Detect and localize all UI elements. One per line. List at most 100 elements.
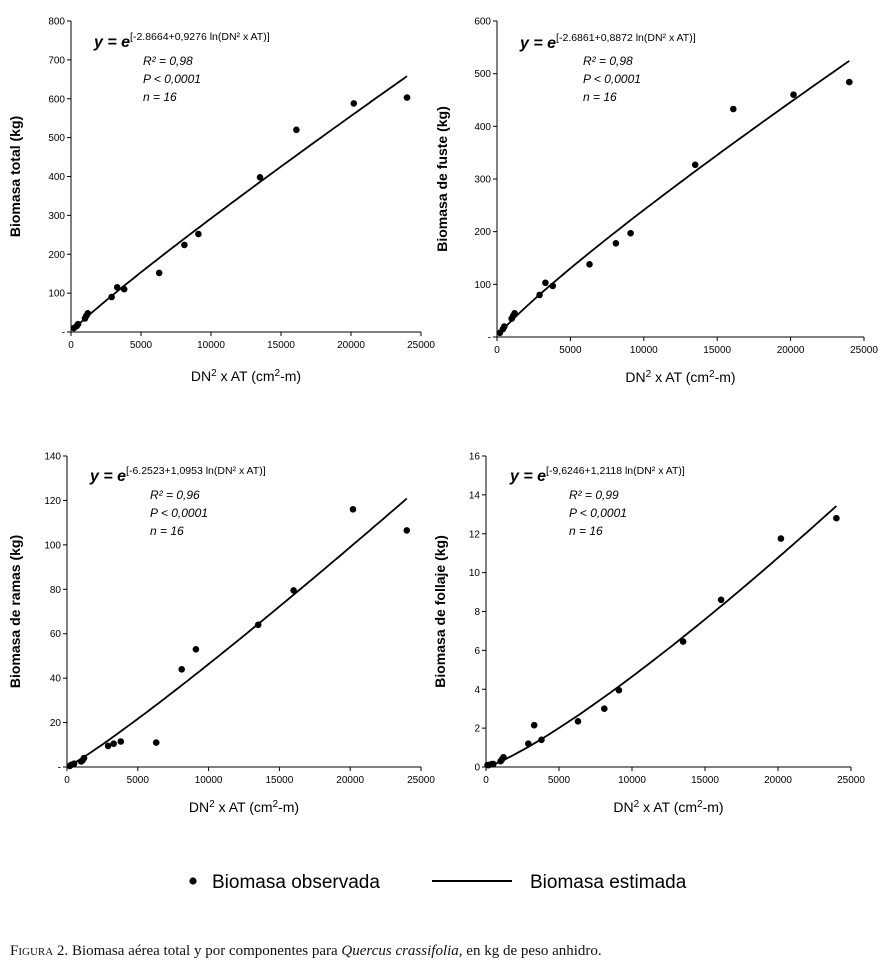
y-tick-label: 20 — [50, 718, 62, 729]
x-tick-label: 0 — [64, 775, 70, 786]
y-tick-label: 40 — [50, 674, 62, 685]
data-point — [108, 293, 115, 301]
stat-p: P < 0,0001 — [150, 506, 208, 520]
y-tick-label: 400 — [474, 122, 491, 133]
x-axis-label: DN2 x AT (cm2-m) — [189, 799, 299, 815]
x-axis-label: DN2 x AT (cm2-m) — [613, 799, 723, 815]
caption-species: Quercus crassifolia — [341, 943, 459, 959]
stat-r2: R² = 0,98 — [143, 54, 193, 68]
x-tick-label: 25000 — [407, 775, 435, 786]
x-tick-label: 20000 — [336, 775, 364, 786]
x-tick-label: 5000 — [127, 775, 150, 786]
y-tick-label: 8 — [474, 607, 480, 618]
x-tick-label: 25000 — [407, 340, 435, 351]
y-tick-label: 120 — [44, 496, 61, 507]
x-tick-label: 0 — [494, 345, 500, 356]
x-tick-label: 15000 — [691, 775, 719, 786]
data-point — [511, 310, 518, 317]
data-point — [627, 229, 634, 237]
y-tick-label: 140 — [44, 452, 61, 463]
data-point — [152, 739, 160, 746]
y-tick-label: 100 — [48, 289, 65, 300]
x-tick-label: 10000 — [195, 775, 223, 786]
x-tick-label: 10000 — [197, 340, 225, 351]
data-point — [525, 740, 532, 747]
data-point — [349, 506, 357, 513]
y-tick-label: 400 — [48, 172, 65, 183]
caption-text-before: Biomasa aérea total y por componentes pa… — [68, 943, 342, 959]
x-tick-label: 25000 — [837, 775, 865, 786]
data-point — [256, 174, 264, 181]
chart-ramas: - 20 40 60 80 100 120 140 0 5000 10000 15000 20000 25… — [7, 452, 435, 816]
y-tick-label: 10 — [469, 568, 481, 579]
y-tick-label: 600 — [474, 17, 491, 28]
chart-fuste: - 100 200 300 400 500 600 0 5000 10000 15000 20000 2… — [434, 17, 878, 386]
y-tick-label: 500 — [48, 133, 65, 144]
data-point — [84, 310, 92, 317]
y-tick-label: 0 — [474, 763, 480, 774]
y-tick-label: - — [488, 333, 491, 344]
x-tick-label: 15000 — [265, 775, 293, 786]
x-tick-label: 5000 — [130, 340, 153, 351]
y-tick-label: 16 — [469, 452, 481, 463]
fitted-curve — [67, 497, 408, 768]
y-tick-label: 500 — [474, 69, 491, 80]
data-point — [195, 230, 202, 238]
data-point — [293, 126, 300, 134]
data-point — [790, 91, 797, 98]
data-point — [192, 646, 200, 653]
x-tick-label: 0 — [68, 340, 74, 351]
data-point — [181, 241, 188, 249]
stat-r2: R² = 0,98 — [583, 54, 633, 68]
x-tick-label: 20000 — [764, 775, 792, 786]
y-tick-label: - — [58, 763, 61, 774]
data-point — [254, 621, 262, 629]
y-axis-label: Biomasa de follaje (kg) — [432, 535, 448, 687]
y-tick-label: 300 — [48, 211, 65, 222]
x-tick-label: 10000 — [618, 775, 646, 786]
regression-equation: y = e[-9,6246+1,2118 ln(DN² x AT)] — [509, 465, 685, 485]
y-tick-label: 800 — [48, 17, 65, 28]
y-tick-label: - — [62, 328, 65, 339]
y-tick-label: 2 — [474, 724, 480, 735]
data-point — [538, 736, 545, 744]
stat-p: P < 0,0001 — [143, 72, 201, 86]
x-axis-label: DN2 x AT (cm2-m) — [191, 368, 301, 384]
data-point — [615, 686, 623, 694]
regression-equation: y = e[-6.2523+1,0953 ln(DN² x AT)] — [89, 465, 266, 485]
data-point — [549, 282, 557, 290]
caption-text-after: , en kg de peso anhidro. — [458, 943, 602, 959]
y-tick-label: 80 — [50, 585, 62, 596]
data-point — [730, 105, 737, 113]
x-tick-label: 25000 — [850, 345, 878, 356]
data-point — [530, 721, 538, 729]
data-point — [403, 527, 411, 534]
fitted-curve — [487, 505, 837, 768]
data-point — [74, 320, 82, 328]
data-point — [691, 161, 699, 169]
regression-equation: y = e[-2.8664+0,9276 ln(DN² x AT)] — [93, 31, 270, 51]
data-point — [536, 291, 543, 299]
x-tick-label: 10000 — [630, 345, 658, 356]
x-tick-label: 20000 — [337, 340, 365, 351]
data-point — [490, 760, 497, 768]
y-tick-label: 4 — [474, 685, 480, 696]
data-point — [612, 240, 620, 247]
figure-caption: Figura 2. Biomasa aérea total y por comp… — [10, 943, 602, 960]
data-point — [777, 535, 785, 542]
data-point — [120, 285, 128, 293]
y-tick-label: 100 — [44, 540, 61, 551]
chart-follaje: 0 2 4 6 8 10 12 14 16 0 5000 10000 15000 20000 25000 Bi… — [432, 452, 865, 816]
y-tick-label: 60 — [50, 629, 62, 640]
x-tick-label: 0 — [483, 775, 489, 786]
data-point — [155, 269, 163, 277]
data-point — [290, 587, 297, 594]
data-point — [500, 754, 507, 761]
data-point — [717, 596, 725, 604]
y-axis-label: Biomasa de ramas (kg) — [7, 535, 23, 688]
fitted-curve — [71, 75, 408, 332]
data-point — [542, 279, 549, 287]
caption-figure-label: Figura 2. — [10, 943, 69, 959]
data-point — [117, 738, 125, 745]
